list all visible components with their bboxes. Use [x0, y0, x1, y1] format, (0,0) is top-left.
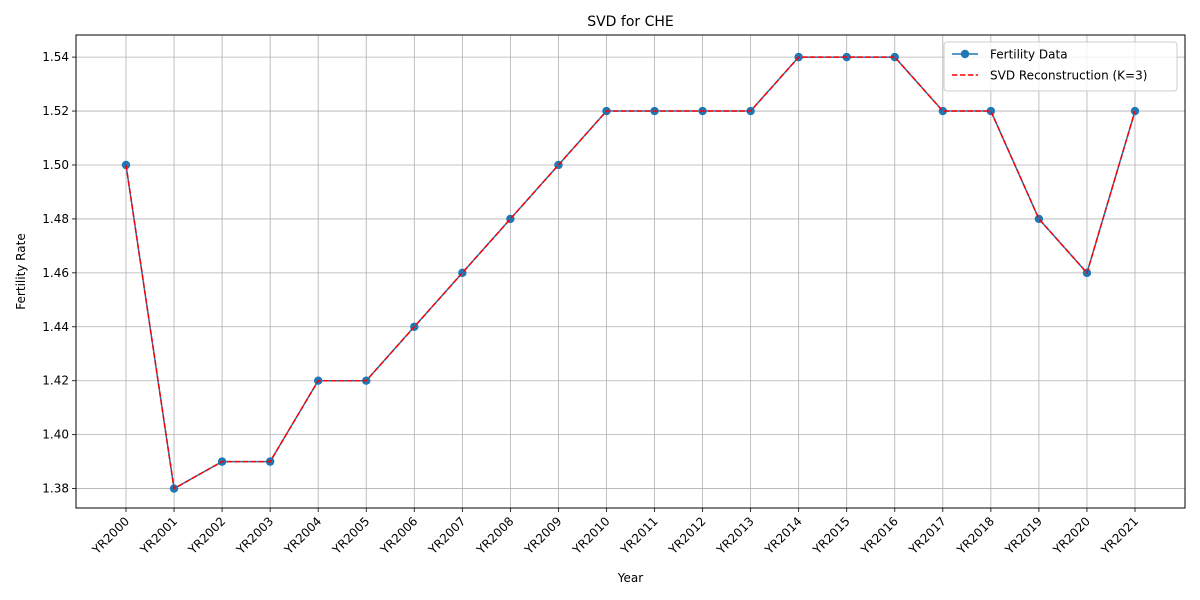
series-line-svd-reconstruction: [125, 56, 1136, 490]
chart-title: SVD for CHE: [587, 14, 674, 30]
legend-box: [943, 41, 1178, 92]
y-tick-label: 1.46: [42, 266, 69, 280]
y-tick-label: 1.50: [42, 158, 69, 172]
legend-label-fertility-data: Fertility Data: [990, 48, 1068, 62]
y-tick-label: 1.54: [42, 50, 69, 64]
y-tick-label: 1.52: [42, 104, 69, 118]
y-axis: 1.38 1.40 1.42 1.44 1.46 1.48 1.50 1.52 1.54: [42, 50, 76, 496]
legend-marker-fertility-data: [960, 49, 970, 59]
y-tick-label: 1.40: [42, 428, 69, 442]
y-tick-label: 1.42: [42, 374, 69, 388]
y-axis-title: Fertility Rate: [14, 233, 28, 309]
plot-area-frame: [75, 34, 1186, 509]
y-tick-label: 1.44: [42, 320, 69, 334]
data-point-fertility-data: [986, 106, 996, 116]
legend-label-svd-reconstruction: SVD Reconstruction (K=3): [990, 69, 1147, 83]
series-layer: [121, 52, 1140, 493]
y-tick-label: 1.38: [42, 482, 69, 496]
x-axis-title: Year: [617, 571, 643, 585]
y-tick-label: 1.48: [42, 212, 69, 226]
legend: Fertility Data SVD Reconstruction (K=3): [943, 41, 1178, 92]
grid-lines: [76, 35, 1185, 508]
